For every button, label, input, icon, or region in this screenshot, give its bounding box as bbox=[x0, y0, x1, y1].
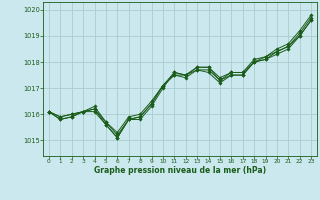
X-axis label: Graphe pression niveau de la mer (hPa): Graphe pression niveau de la mer (hPa) bbox=[94, 166, 266, 175]
